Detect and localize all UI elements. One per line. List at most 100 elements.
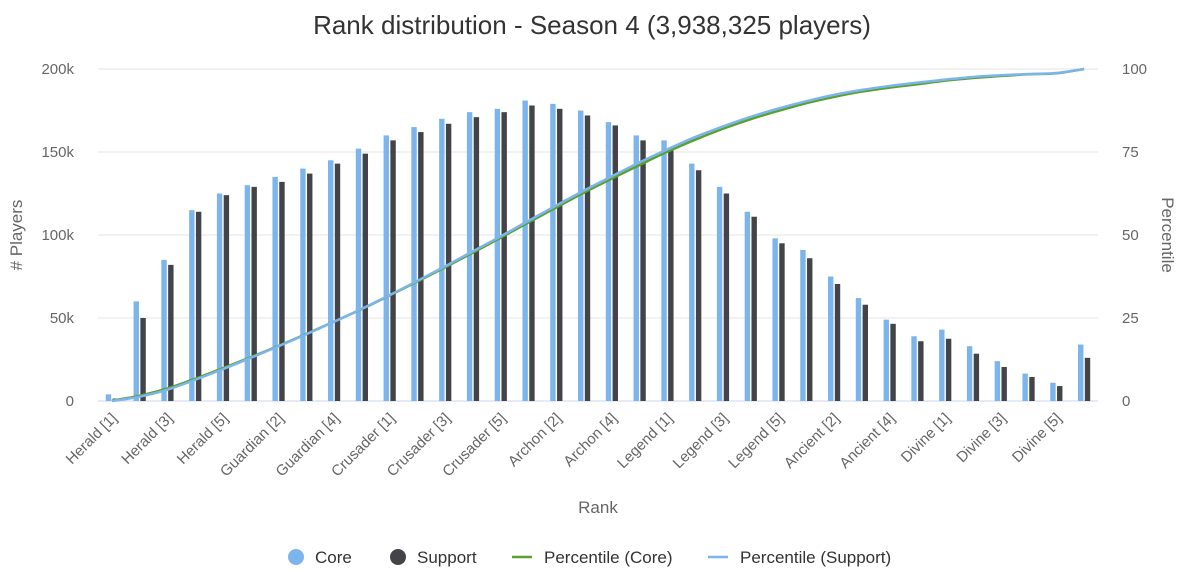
bar[interactable] bbox=[723, 193, 730, 402]
bar[interactable] bbox=[300, 168, 306, 401]
bar[interactable] bbox=[1078, 344, 1084, 401]
bar[interactable] bbox=[251, 186, 257, 401]
bar[interactable] bbox=[272, 176, 278, 401]
bar[interactable] bbox=[439, 118, 445, 402]
bar[interactable] bbox=[328, 160, 334, 401]
y-tick-label: 200k bbox=[41, 61, 74, 78]
bar[interactable] bbox=[279, 181, 285, 401]
y2-tick-label: 50 bbox=[1122, 227, 1139, 244]
bar[interactable] bbox=[640, 140, 646, 401]
legend-label: Core bbox=[315, 548, 352, 567]
bar[interactable] bbox=[828, 276, 834, 402]
bar[interactable] bbox=[862, 304, 868, 401]
bar[interactable] bbox=[883, 319, 889, 401]
bar[interactable] bbox=[633, 135, 639, 401]
bar[interactable] bbox=[168, 264, 174, 401]
bar[interactable] bbox=[355, 148, 362, 401]
x-tick-label: Legend [1] bbox=[614, 410, 676, 472]
bar[interactable] bbox=[1057, 386, 1063, 401]
bar[interactable] bbox=[529, 105, 535, 402]
y-tick-label: 50k bbox=[50, 310, 75, 327]
bar[interactable] bbox=[1022, 373, 1028, 401]
bar[interactable] bbox=[911, 336, 917, 401]
bar[interactable] bbox=[578, 110, 584, 402]
bar[interactable] bbox=[800, 249, 806, 401]
bar[interactable] bbox=[890, 323, 896, 401]
bar[interactable] bbox=[494, 108, 501, 401]
line-percentile-support-[interactable] bbox=[111, 67, 1085, 403]
bar[interactable] bbox=[557, 108, 563, 401]
bar[interactable] bbox=[522, 100, 528, 401]
bar[interactable] bbox=[390, 140, 396, 401]
bar[interactable] bbox=[945, 338, 952, 401]
bar[interactable] bbox=[473, 117, 480, 401]
y-axis-title: # Players bbox=[7, 200, 26, 271]
bar[interactable] bbox=[550, 103, 556, 402]
bar[interactable] bbox=[668, 148, 674, 401]
bar[interactable] bbox=[695, 170, 702, 401]
bar[interactable] bbox=[1084, 357, 1091, 401]
bar[interactable] bbox=[334, 163, 341, 401]
y2-axis-title: Percentile bbox=[1158, 197, 1177, 273]
bar[interactable] bbox=[501, 112, 507, 401]
x-axis-title: Rank bbox=[578, 498, 618, 517]
legend-item[interactable]: Core bbox=[288, 548, 352, 567]
legend-label: Percentile (Core) bbox=[544, 548, 673, 567]
bar[interactable] bbox=[605, 122, 612, 402]
bar[interactable] bbox=[195, 211, 202, 401]
bar[interactable] bbox=[966, 346, 973, 401]
bar[interactable] bbox=[918, 341, 924, 401]
bar[interactable] bbox=[105, 394, 112, 401]
bar[interactable] bbox=[216, 193, 223, 402]
legend-label: Support bbox=[417, 548, 477, 567]
bar[interactable] bbox=[834, 283, 841, 401]
bar[interactable] bbox=[140, 318, 146, 401]
bar[interactable] bbox=[383, 135, 389, 401]
y-tick-label: 100k bbox=[41, 227, 74, 244]
bar[interactable] bbox=[716, 186, 723, 401]
bar[interactable] bbox=[772, 238, 778, 401]
bar[interactable] bbox=[612, 125, 618, 401]
legend[interactable]: Core Support Percentile (Core) Percentile (… bbox=[288, 548, 891, 567]
bar[interactable] bbox=[661, 140, 667, 401]
bar[interactable] bbox=[584, 115, 591, 401]
x-tick-label: Divine [5] bbox=[1009, 410, 1065, 466]
y2-tick-label: 75 bbox=[1122, 144, 1139, 161]
gridlines bbox=[98, 68, 1098, 402]
y2-tick-label: 100 bbox=[1122, 61, 1147, 78]
bar[interactable] bbox=[973, 353, 980, 401]
bar[interactable] bbox=[307, 173, 313, 401]
series-core bbox=[105, 100, 1084, 402]
y-tick-label: 0 bbox=[66, 393, 74, 410]
bar[interactable] bbox=[751, 216, 757, 401]
bar[interactable] bbox=[744, 211, 751, 401]
bar[interactable] bbox=[418, 132, 424, 401]
bar[interactable] bbox=[779, 243, 785, 401]
bar[interactable] bbox=[161, 259, 167, 401]
bar[interactable] bbox=[133, 301, 139, 401]
legend-item[interactable]: Support bbox=[390, 548, 477, 567]
bar[interactable] bbox=[411, 127, 417, 401]
bar[interactable] bbox=[807, 258, 813, 401]
x-tick-label: Herald [1] bbox=[63, 410, 121, 468]
bar[interactable] bbox=[1050, 382, 1056, 401]
bar[interactable] bbox=[223, 195, 230, 401]
x-tick-label: Divine [3] bbox=[953, 410, 1009, 466]
bar[interactable] bbox=[855, 298, 862, 401]
bar[interactable] bbox=[189, 210, 195, 401]
legend-item[interactable]: Percentile (Support) bbox=[708, 548, 891, 567]
bar[interactable] bbox=[244, 185, 251, 401]
bar[interactable] bbox=[362, 153, 368, 401]
bar[interactable] bbox=[994, 361, 1001, 401]
x-tick-label: Ancient [4] bbox=[836, 410, 898, 472]
legend-item[interactable]: Percentile (Core) bbox=[512, 548, 673, 567]
bar[interactable] bbox=[939, 329, 945, 401]
bar[interactable] bbox=[689, 163, 695, 401]
bar[interactable] bbox=[1001, 366, 1007, 401]
bar[interactable] bbox=[466, 112, 473, 401]
bar[interactable] bbox=[445, 123, 452, 401]
chart-title: Rank distribution - Season 4 (3,938,325 … bbox=[313, 10, 871, 40]
bar[interactable] bbox=[1029, 376, 1035, 401]
